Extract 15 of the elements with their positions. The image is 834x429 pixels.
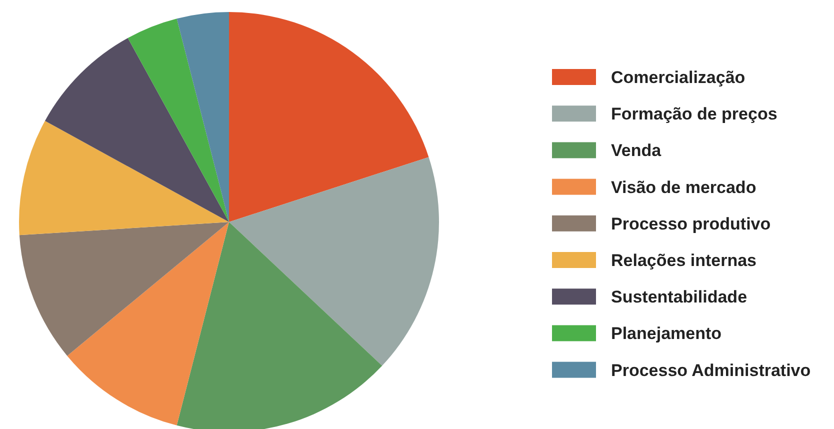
legend-label: Formação de preços bbox=[611, 104, 778, 124]
legend-label: Processo produtivo bbox=[611, 214, 771, 234]
legend-label: Processo Administrativo bbox=[611, 360, 811, 380]
pie-slice bbox=[229, 12, 429, 222]
pie-slice bbox=[19, 222, 229, 356]
pie-slice bbox=[44, 38, 229, 222]
pie-slice bbox=[176, 12, 229, 222]
pie-slice bbox=[19, 120, 229, 236]
legend-label: Planejamento bbox=[611, 324, 722, 344]
legend-label: Relações internas bbox=[611, 251, 757, 270]
legend-label: Visão de mercado bbox=[611, 178, 756, 197]
pie-slice bbox=[128, 18, 229, 222]
legend-label: Sustentabilidade bbox=[611, 288, 748, 307]
legend-label: Comercialização bbox=[611, 68, 746, 87]
legend-label: Venda bbox=[611, 141, 662, 160]
